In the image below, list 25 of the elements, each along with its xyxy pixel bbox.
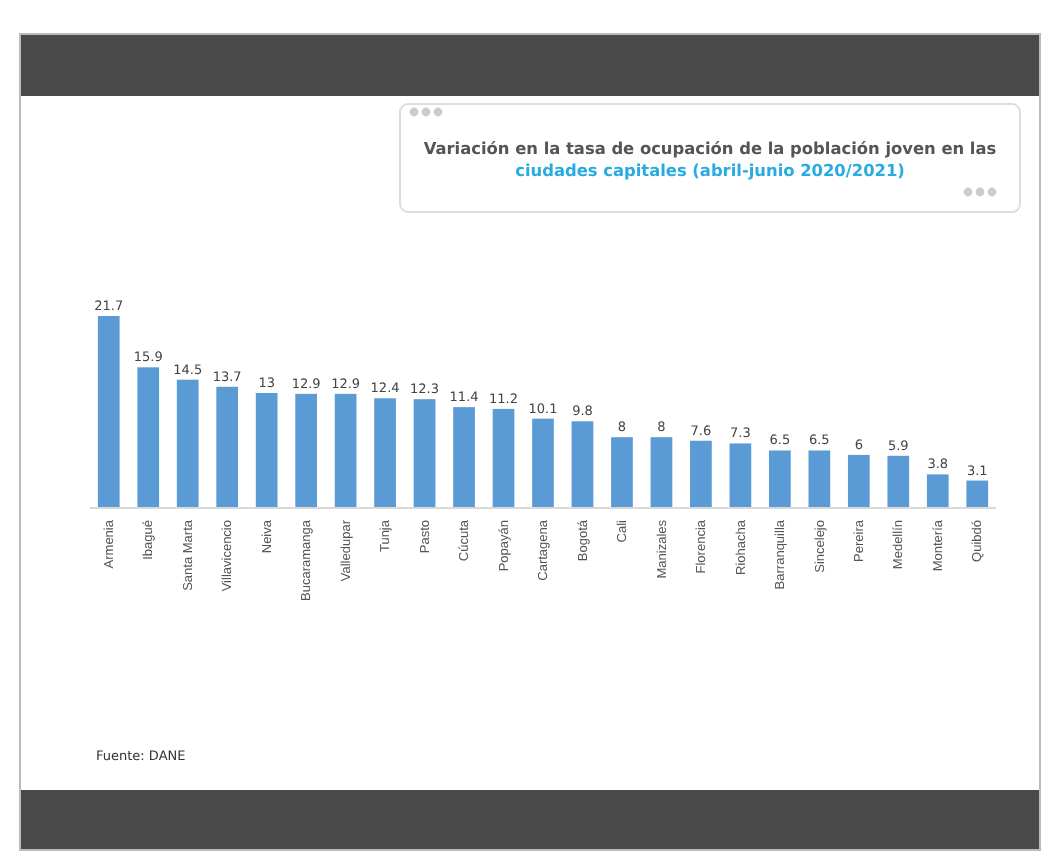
chart-title: Variación en la tasa de ocupación de la población joven en las [423,138,997,158]
bar [887,455,910,508]
bar [966,480,989,508]
bar [847,454,870,508]
bar [137,367,160,508]
bar [453,407,475,508]
bar [413,399,436,508]
bar [176,379,199,508]
chart-subtitle: ciudades capitales (abril-junio 2020/2021) [515,160,906,180]
bar [571,421,594,508]
bar [808,450,831,508]
bar [532,418,554,508]
bar [650,437,673,508]
bar [492,408,515,508]
bar [255,392,278,508]
bar [729,443,752,508]
bar [295,393,317,508]
bar [334,393,357,508]
bar [690,440,712,508]
bar [97,316,120,508]
bar [611,437,633,508]
bar [769,450,791,508]
bar [926,474,949,508]
bar [216,386,239,508]
bar [374,398,396,508]
